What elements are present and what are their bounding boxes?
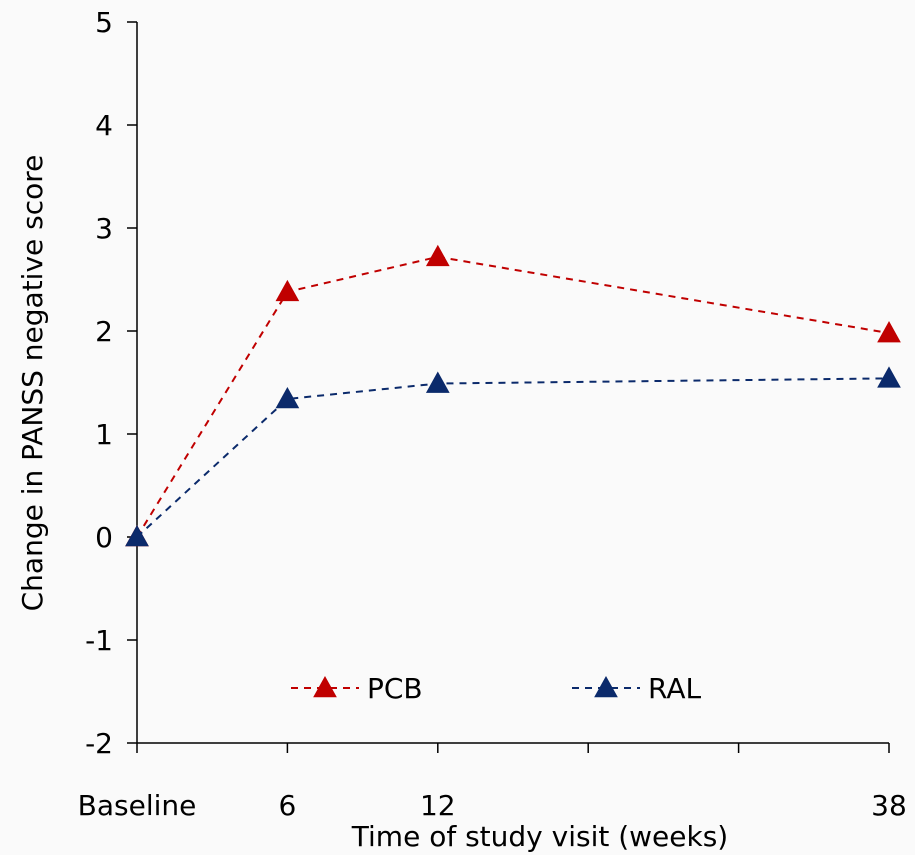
x-axis: Baseline 6 12 38 bbox=[78, 742, 907, 822]
data-point bbox=[425, 244, 450, 267]
series-ral bbox=[125, 366, 901, 547]
y-axis-title: Change in PANSS negative score bbox=[16, 155, 49, 612]
data-point bbox=[877, 321, 901, 343]
legend-label: PCB bbox=[367, 672, 423, 705]
y-tick-label: 3 bbox=[95, 212, 113, 245]
x-tick-label: 38 bbox=[871, 789, 907, 822]
y-tick-label: -2 bbox=[85, 727, 113, 760]
legend-item-pcb: PCB bbox=[291, 672, 423, 705]
series-line bbox=[136, 255, 890, 538]
x-tick-label: 12 bbox=[420, 789, 456, 822]
legend-item-ral: RAL bbox=[572, 672, 701, 705]
y-tick-label: 1 bbox=[95, 418, 113, 451]
y-axis: -2 -1 0 1 2 3 4 5 bbox=[85, 6, 138, 760]
y-tick-label: 0 bbox=[95, 521, 113, 554]
data-point bbox=[425, 371, 450, 393]
data-point bbox=[877, 366, 901, 388]
x-tick-label: Baseline bbox=[78, 789, 197, 822]
data-point bbox=[275, 386, 300, 409]
y-tick-label: 5 bbox=[95, 6, 113, 39]
x-axis-title: Time of study visit (weeks) bbox=[351, 820, 728, 853]
legend-label: RAL bbox=[648, 672, 701, 705]
legend-marker bbox=[313, 675, 337, 698]
series-line bbox=[136, 377, 890, 538]
data-point bbox=[275, 279, 300, 302]
legend-marker bbox=[594, 675, 618, 698]
y-tick-label: 2 bbox=[95, 315, 113, 348]
y-tick-label: 4 bbox=[95, 109, 113, 142]
x-tick-label: 6 bbox=[278, 789, 296, 822]
y-tick-label: -1 bbox=[85, 624, 113, 657]
series-pcb bbox=[125, 244, 901, 547]
data-point bbox=[125, 524, 149, 547]
series-layer bbox=[125, 244, 901, 547]
legend: PCB RAL bbox=[291, 672, 701, 705]
